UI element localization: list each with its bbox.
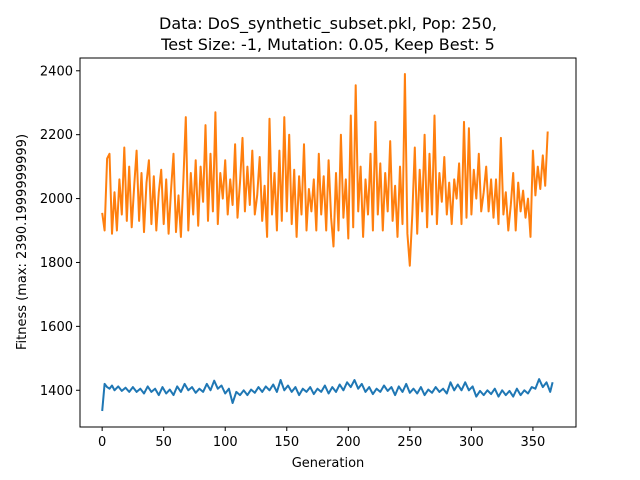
ticks-layer: 0 50 100 150 200 250 300 350 1400 1600 1800 2000 220… <box>40 64 545 450</box>
chart-title-line-2: Test Size: -1, Mutation: 0.05, Keep Best… <box>160 35 495 54</box>
x-tick-label: 150 <box>274 435 299 450</box>
x-tick-label: 200 <box>336 435 361 450</box>
x-tick-label: 250 <box>397 435 422 450</box>
y-tick-label: 1600 <box>40 320 73 335</box>
series-layer <box>101 73 554 412</box>
x-tick-label: 350 <box>521 435 546 450</box>
series-line-0 <box>101 378 554 412</box>
y-tick-label: 2000 <box>40 192 73 207</box>
chart-title-line-1: Data: DoS_synthetic_subset.pkl, Pop: 250… <box>159 14 497 34</box>
y-axis-label: Fitness (max: 2390.1999999999) <box>15 134 30 350</box>
x-tick-label: 50 <box>155 435 172 450</box>
x-axis-label: Generation <box>292 456 365 471</box>
series-line-1 <box>101 73 549 267</box>
x-tick-label: 100 <box>213 435 238 450</box>
y-tick-label: 1800 <box>40 256 73 271</box>
y-tick-label: 2400 <box>40 64 73 79</box>
y-tick-label: 1400 <box>40 384 73 399</box>
y-tick-label: 2200 <box>40 128 73 143</box>
x-tick-label: 0 <box>98 435 106 450</box>
plot-area-frame <box>79 57 577 428</box>
x-tick-label: 300 <box>459 435 484 450</box>
